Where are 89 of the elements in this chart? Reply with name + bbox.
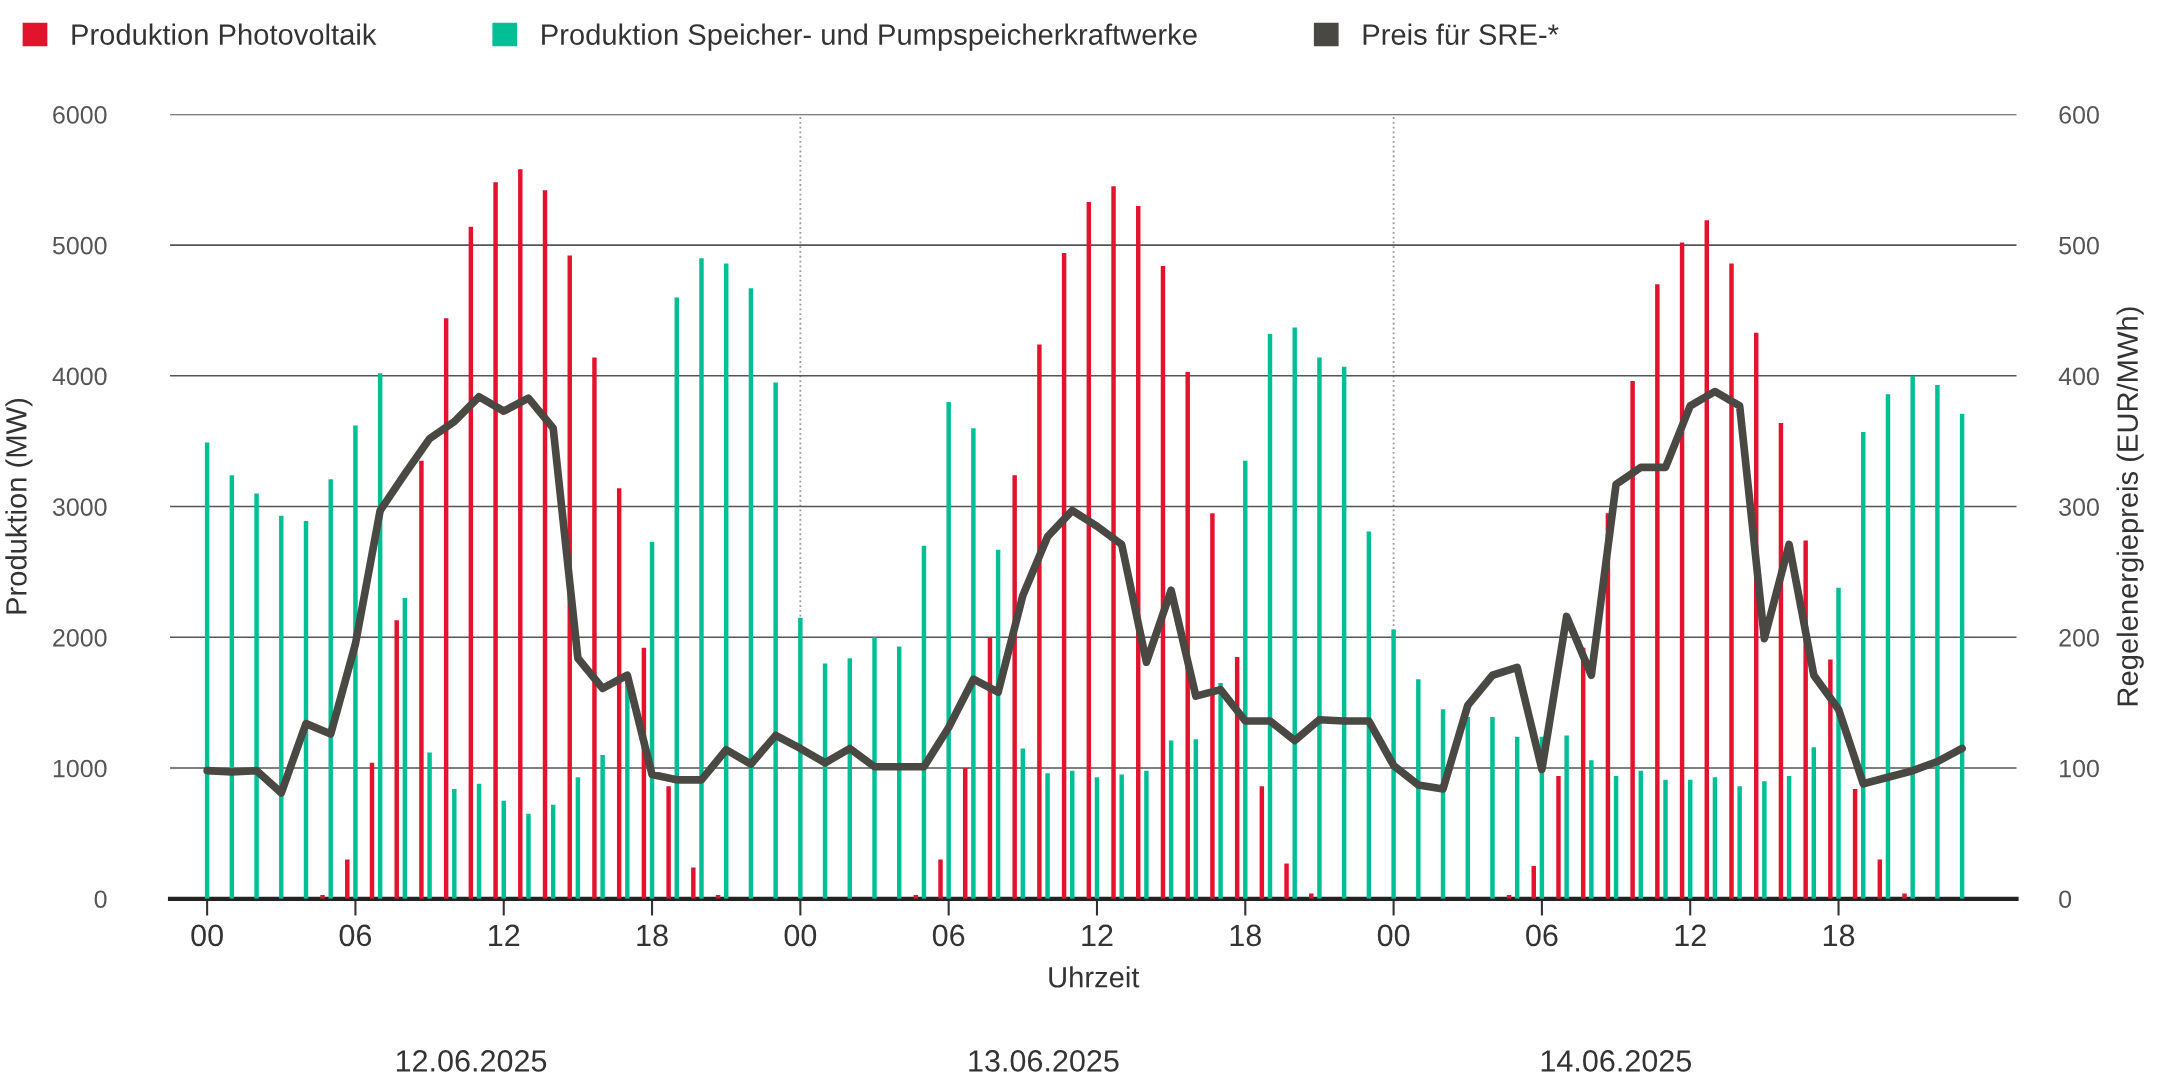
- bar: [1144, 770, 1149, 899]
- x-tick-label: 06: [1526, 924, 1558, 947]
- x-tick-label: 12: [489, 924, 520, 946]
- legend-label: Produktion Photovoltaik: [72, 23, 377, 45]
- bar: [1762, 781, 1767, 899]
- bar: [1564, 735, 1569, 899]
- y2-tick-label: 0: [2059, 890, 2072, 909]
- x-tick-label: 18: [1823, 924, 1855, 947]
- bar: [1243, 460, 1248, 899]
- bar: [1292, 327, 1297, 899]
- x-tick-label: 18: [637, 924, 668, 947]
- bar: [1317, 357, 1322, 899]
- x-tick-label: 06: [932, 924, 965, 947]
- bar: [419, 460, 424, 899]
- bar: [1185, 371, 1190, 899]
- bar: [798, 617, 803, 899]
- bar: [1284, 863, 1289, 899]
- y-tick-label: 5000: [52, 236, 107, 255]
- bar: [1416, 679, 1421, 899]
- text: 12.06.2025: [396, 1050, 547, 1072]
- bar: [1119, 774, 1124, 899]
- x-axis-title: Uhrzeit: [1049, 966, 1140, 988]
- x-tick-label: 12: [1675, 924, 1706, 946]
- bar: [1836, 587, 1841, 899]
- legend-label: Preis für SRE-*: [1363, 23, 1559, 45]
- bar: [1210, 513, 1215, 899]
- bar: [946, 402, 951, 899]
- bar: [699, 258, 704, 899]
- text: 14.06.2025: [1541, 1050, 1692, 1072]
- x-tick-label: 00: [191, 924, 223, 947]
- bar: [518, 169, 523, 899]
- bar: [254, 493, 259, 899]
- bar: [773, 382, 778, 899]
- bar: [592, 357, 597, 899]
- bar: [1935, 385, 1940, 899]
- bar: [1193, 739, 1199, 899]
- bar: [872, 637, 877, 899]
- y-axis-title: Produktion (MW): [5, 399, 33, 614]
- bar: [1910, 375, 1915, 899]
- bar: [1828, 659, 1833, 899]
- bar: [452, 788, 457, 899]
- x-tick-label: 06: [339, 924, 372, 947]
- y2-tick-label: 200: [2059, 628, 2099, 647]
- bar: [1737, 786, 1742, 899]
- bar: [1259, 786, 1265, 899]
- y-tick-label: 3000: [52, 498, 107, 516]
- y2-tick-label: 500: [2059, 236, 2099, 255]
- y-tick-label: 1000: [53, 759, 107, 778]
- text: 13.06.2025: [969, 1050, 1119, 1072]
- bar: [1020, 748, 1026, 899]
- y2-tick-label: 100: [2060, 759, 2099, 778]
- y2-tick-label: 600: [2059, 105, 2099, 124]
- y-tick-label: 2000: [53, 628, 107, 647]
- bar: [1663, 779, 1668, 899]
- bar: [1045, 773, 1050, 899]
- bar: [402, 598, 408, 899]
- legend-label: Produktion Speicher- und Pumpspeicherkraftwerke: [542, 23, 1197, 51]
- x-tick-label: 18: [1230, 924, 1261, 947]
- bar: [1655, 284, 1660, 899]
- bar: [1490, 717, 1495, 899]
- bar: [1729, 263, 1734, 899]
- bar: [691, 867, 696, 899]
- x-tick-label: 12: [1082, 924, 1113, 946]
- bar: [1037, 344, 1042, 899]
- bar: [427, 752, 432, 899]
- bar: [1012, 475, 1017, 899]
- bar: [971, 428, 976, 899]
- y2-axis-title: Regelenergiepreis (EUR/MWh): [2116, 307, 2144, 706]
- bar: [1391, 629, 1396, 899]
- bar: [1218, 683, 1223, 899]
- y2-tick-label: 300: [2059, 498, 2099, 516]
- bar: [328, 479, 333, 899]
- bar: [526, 813, 531, 899]
- x-tick-label: 00: [1377, 924, 1410, 947]
- bar: [1630, 381, 1635, 899]
- bar: [938, 859, 943, 899]
- bar: [353, 425, 358, 899]
- x-tick-label: 00: [784, 924, 817, 947]
- y2-tick-label: 400: [2058, 367, 2099, 386]
- y-tick-label: 4000: [52, 367, 107, 386]
- bar: [600, 754, 605, 899]
- y-tick-label: 6000: [53, 105, 107, 124]
- bar: [1111, 186, 1116, 899]
- bar: [493, 182, 498, 899]
- y-tick-label: 0: [94, 890, 107, 909]
- bar: [394, 620, 399, 899]
- bar: [1589, 760, 1594, 899]
- bar: [666, 786, 671, 899]
- bar: [1556, 775, 1561, 899]
